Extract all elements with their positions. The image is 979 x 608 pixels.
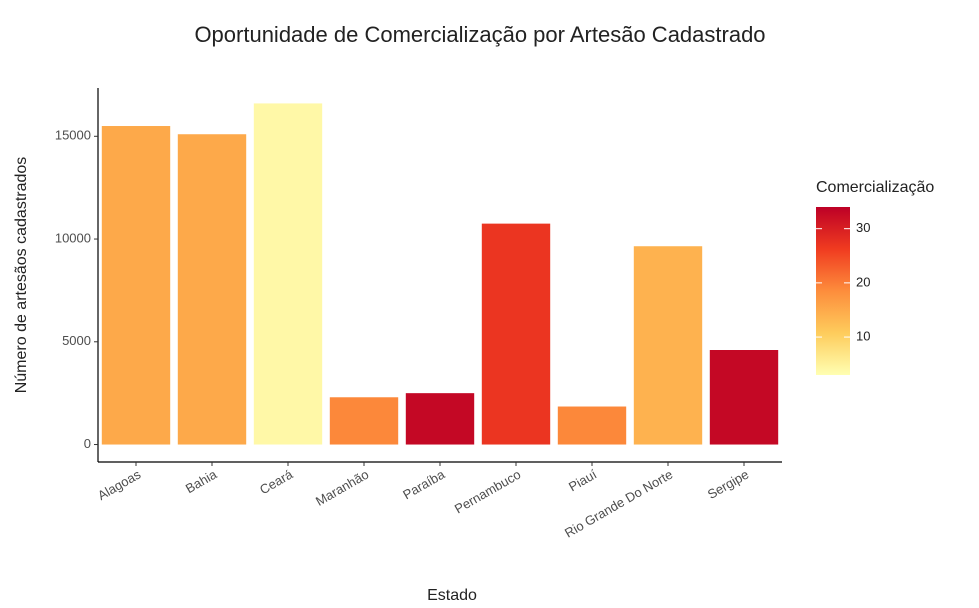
y-axis-label: Número de artesãos cadastrados: [13, 157, 30, 394]
bar: [405, 393, 475, 445]
y-tick-label: 10000: [55, 230, 91, 245]
x-tick-label: Bahia: [183, 466, 220, 496]
y-tick-label: 5000: [62, 333, 91, 348]
y-tick-label: 15000: [55, 128, 91, 143]
colorbar-tick-label: 30: [856, 220, 870, 235]
colorbar: [816, 207, 850, 375]
x-tick-label: Maranhão: [313, 467, 371, 509]
x-axis-label: Estado: [427, 587, 477, 604]
chart-title: Oportunidade de Comercialização por Arte…: [194, 22, 765, 47]
bar: [101, 126, 171, 445]
bar: [253, 103, 323, 445]
y-tick-label: 0: [84, 436, 91, 451]
bar: [329, 397, 399, 445]
bar: [709, 350, 779, 445]
legend-title: Comercialização: [816, 179, 934, 196]
x-tick-label: Paraíba: [400, 466, 448, 502]
x-tick-label: Piauí: [566, 466, 599, 494]
bar: [557, 406, 627, 445]
x-tick-label: Alagoas: [95, 466, 144, 503]
x-tick-label: Ceará: [257, 466, 296, 497]
bar: [633, 246, 703, 445]
x-tick-label: Sergipe: [705, 467, 751, 502]
x-tick-label: Pernambuco: [452, 467, 523, 517]
bar: [481, 223, 551, 445]
colorbar-tick-label: 10: [856, 329, 870, 344]
colorbar-tick-label: 20: [856, 274, 870, 289]
bar: [177, 134, 247, 445]
